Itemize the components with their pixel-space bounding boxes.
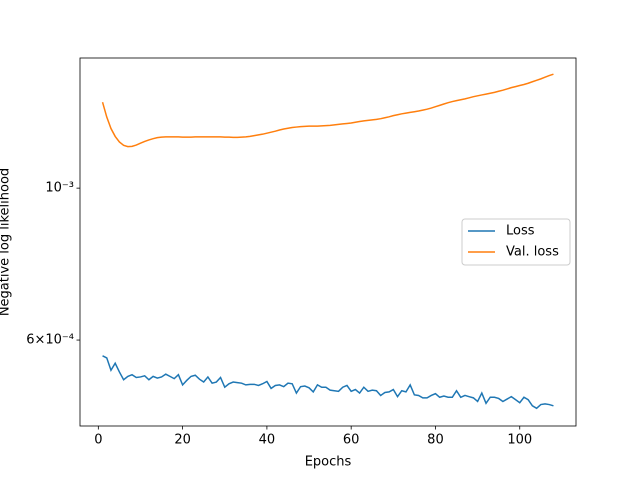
x-tick-label: 100 <box>507 433 532 448</box>
y-tick-label: 6×10⁻⁴ <box>26 333 74 348</box>
x-tick-label: 80 <box>427 433 444 448</box>
y-tick-label: 10⁻³ <box>45 181 74 196</box>
plot-frame <box>79 57 577 427</box>
series-line <box>101 73 554 148</box>
legend-label: Val. loss <box>506 245 559 260</box>
x-tick-label: 0 <box>94 433 102 448</box>
y-axis-label: Negative log likelihood <box>0 168 13 316</box>
x-axis-label: Epochs <box>305 455 352 470</box>
x-tick-label: 40 <box>259 433 276 448</box>
series-line <box>102 355 554 410</box>
x-tick-label: 60 <box>343 433 360 448</box>
legend-label: Loss <box>506 224 535 239</box>
x-tick-label: 20 <box>174 433 191 448</box>
